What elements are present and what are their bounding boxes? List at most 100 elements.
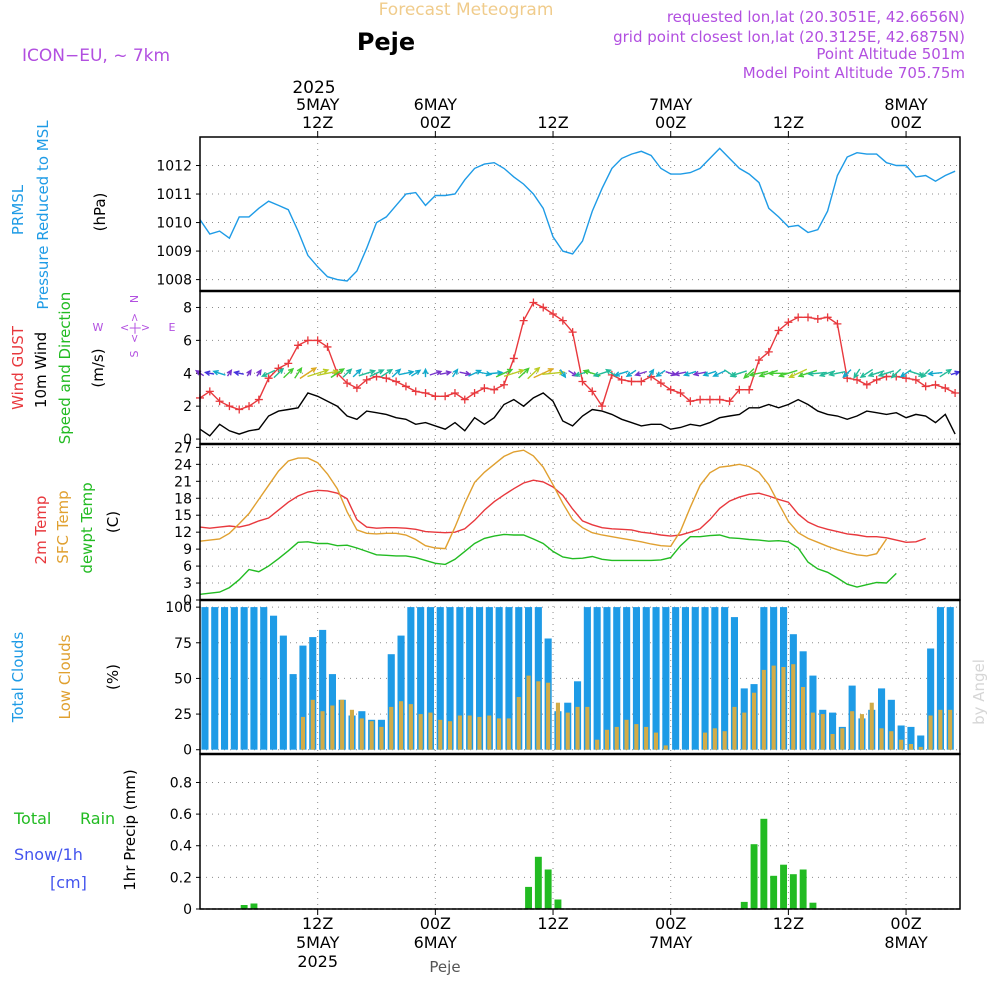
top-axis-day: 5MAY — [296, 95, 340, 114]
gust-marker — [450, 389, 459, 397]
low-cloud-bar — [310, 699, 315, 750]
compass-south: S — [128, 350, 141, 357]
wind-direction-arrow — [212, 370, 226, 376]
wind-direction-arrow — [890, 368, 902, 379]
y-tick-label: 24 — [174, 457, 192, 473]
y-tick-label: 1011 — [156, 187, 192, 203]
dewpt-temp-line — [199, 533, 897, 595]
gust-marker — [460, 395, 469, 404]
low-cloud-bar — [379, 726, 384, 750]
total-cloud-bar — [299, 645, 307, 750]
wind-direction-arrow — [634, 370, 648, 377]
wind-direction-arrow — [233, 370, 244, 376]
y-tick-label: 0.8 — [170, 775, 192, 791]
y-tick-label: 1009 — [156, 244, 192, 260]
footer-location: Peje — [429, 958, 460, 976]
temp-label-dewpt: dewpt Temp — [78, 482, 96, 573]
gust-marker — [764, 347, 773, 356]
low-cloud-bar — [663, 745, 668, 750]
total-cloud-bar — [485, 607, 493, 750]
precip-labels: Total Rain Snow/1h [cm] 1hr Precip (mm) — [13, 769, 139, 892]
gust-marker — [284, 359, 293, 368]
gust-marker — [598, 402, 607, 411]
compass-arrows-vertical: <-|-> — [128, 313, 141, 343]
top-axis-day: 8MAY — [884, 95, 928, 114]
total-cloud-bar — [711, 607, 719, 750]
top-axis-hour: 00Z — [420, 113, 451, 132]
wind-direction-arrow — [429, 370, 443, 376]
panel-frame — [199, 443, 961, 601]
gust-marker — [558, 316, 567, 325]
gust-marker — [784, 318, 793, 327]
total-cloud-bar — [534, 607, 542, 750]
model-name: ICON−EU, ~ 7km — [22, 46, 170, 66]
temp-label-2m: 2m Temp — [32, 496, 50, 565]
low-cloud-bar — [585, 706, 590, 750]
total-cloud-bar — [211, 607, 219, 750]
total-cloud-bar — [623, 607, 631, 750]
pressure-label-unit: (hPa) — [91, 193, 109, 232]
y-tick-label: 4 — [183, 366, 192, 382]
gust-marker — [254, 395, 263, 404]
low-cloud-bar — [595, 739, 600, 750]
low-cloud-bar — [732, 706, 737, 750]
low-cloud-bar — [457, 715, 462, 750]
total-cloud-bar — [721, 607, 729, 750]
low-cloud-bar — [908, 744, 913, 750]
pressure-label-prmsl: PRMSL — [9, 184, 27, 235]
gust-marker — [401, 382, 410, 391]
y-tick-label: 6 — [183, 559, 192, 575]
low-cloud-bar — [752, 692, 757, 750]
gust-marker — [823, 313, 832, 322]
wind-direction-arrow — [648, 368, 655, 378]
gust-marker — [323, 342, 332, 351]
wind-direction-arrow — [439, 370, 453, 376]
low-cloud-bar — [526, 675, 531, 750]
gust-marker — [745, 385, 754, 394]
wind-direction-arrow — [422, 367, 429, 378]
rain-bar — [554, 899, 562, 909]
top-axis-day: 6MAY — [414, 95, 458, 114]
total-cloud-bar — [927, 648, 935, 750]
low-cloud-bar — [742, 712, 747, 750]
y-tick-label: 0 — [183, 902, 192, 918]
low-cloud-bar — [448, 721, 453, 750]
total-cloud-bar — [701, 607, 709, 750]
bottom-axis-hour: 00Z — [890, 914, 921, 933]
compass-north: N — [128, 295, 141, 303]
gust-marker — [225, 402, 234, 411]
temp-label-sfc: SFC Temp — [54, 490, 72, 563]
total-cloud-bar — [446, 607, 454, 750]
low-cloud-bar — [703, 732, 708, 750]
total-cloud-bar — [515, 607, 523, 750]
gust-marker — [617, 375, 626, 384]
y-tick-label: 21 — [174, 474, 192, 490]
wind-direction-arrow — [307, 368, 330, 378]
low-cloud-bar — [330, 705, 335, 750]
total-cloud-bar — [476, 607, 484, 750]
low-cloud-bar — [438, 719, 443, 750]
requested-point: requested lon,lat (20.3051E, 42.6656N) — [667, 8, 965, 26]
low-cloud-bar — [497, 718, 502, 750]
gust-marker — [578, 377, 587, 386]
wind-direction-arrow — [299, 367, 318, 380]
total-cloud-bar — [505, 607, 513, 750]
wind-compass: N <-|-> S W <-|-> E — [93, 295, 176, 358]
gust-marker — [411, 387, 420, 396]
wind-direction-arrow — [788, 368, 808, 378]
low-cloud-bar — [604, 729, 609, 750]
rain-bar — [240, 905, 248, 909]
low-cloud-bar — [899, 739, 904, 750]
gust-marker — [392, 377, 401, 386]
wind-direction-arrow — [518, 367, 530, 379]
pressure-labels: PRMSL Pressure Reduced to MSL (hPa) — [9, 120, 109, 310]
wind-direction-arrow — [767, 370, 789, 377]
low-cloud-bar — [389, 706, 394, 750]
wind-direction-arrow — [358, 369, 377, 377]
gust-marker — [509, 354, 518, 363]
wind-direction-arrow — [673, 370, 687, 377]
temperature-labels: 2m Temp SFC Temp dewpt Temp (C) — [32, 482, 122, 573]
total-cloud-bar — [936, 607, 944, 750]
low-cloud-bar — [928, 715, 933, 750]
wind-direction-arrow — [260, 369, 276, 377]
